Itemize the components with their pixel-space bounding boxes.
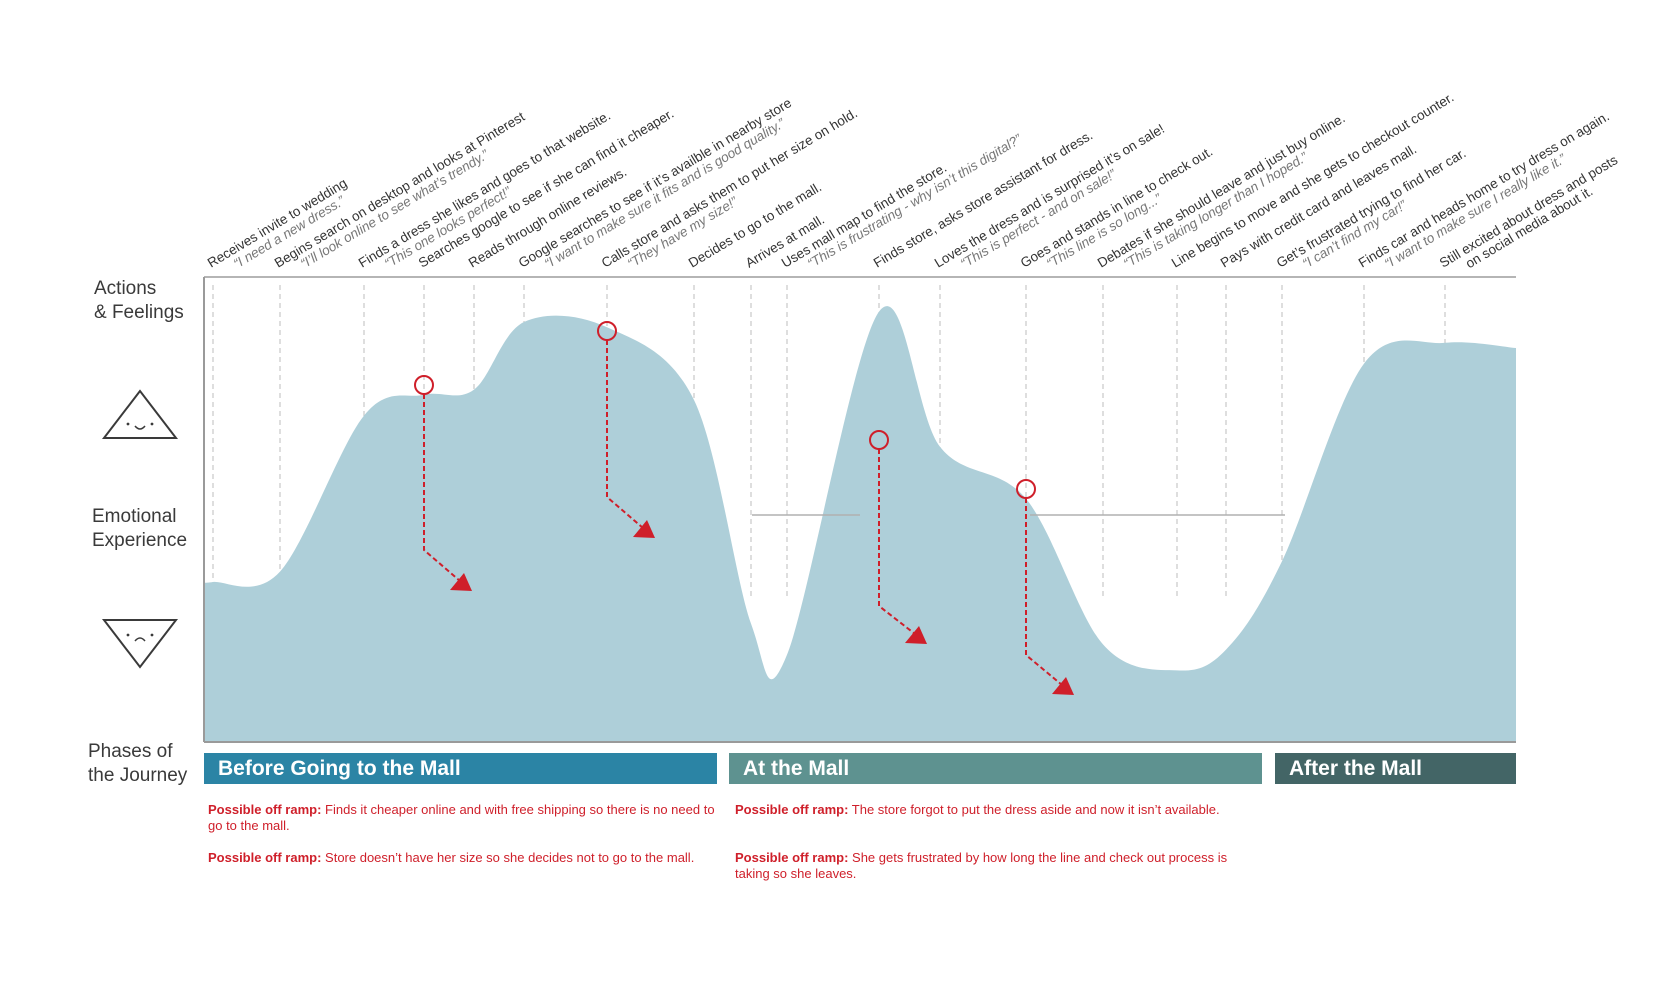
actions-label-line2: & Feelings: [94, 302, 184, 323]
step-labels: Receives invite to wedding“I need a new …: [205, 90, 1621, 272]
emotional-label-line2: Experience: [92, 530, 188, 551]
step-action-text: Uses mall map to find the store.: [779, 160, 949, 271]
off-ramp-text: The store forgot to put the dress aside …: [848, 802, 1220, 817]
off-ramp-arrowhead: [905, 626, 927, 644]
phases-label-line2: the Journey: [88, 765, 188, 786]
off-ramp-note: Possible off ramp: Finds it cheaper onli…: [208, 802, 718, 834]
phase-after-mall: After the Mall: [1275, 753, 1516, 784]
off-ramp-prefix: Possible off ramp:: [735, 850, 849, 865]
off-ramp-prefix: Possible off ramp:: [208, 802, 322, 817]
off-ramp-text: Store doesn’t have her size so she decid…: [321, 850, 695, 865]
off-ramp-dashed-line: [1025, 498, 1063, 686]
off-ramp-arrowhead: [633, 520, 655, 538]
emotional-experience-label: Emotional Experience: [92, 505, 187, 553]
off-ramp-arrowhead: [1052, 677, 1074, 695]
off-ramp-circle: [869, 430, 889, 450]
sad-triangle-icon: [101, 619, 179, 669]
emotional-curve-area: [204, 306, 1516, 742]
off-ramp-prefix: Possible off ramp:: [208, 850, 322, 865]
off-ramp-circle: [1016, 479, 1036, 499]
off-ramp-note: Possible off ramp: She gets frustrated b…: [735, 850, 1265, 882]
off-ramp-arrows: [414, 321, 1074, 695]
actions-label-line1: Actions: [94, 278, 157, 299]
off-ramp-text: She gets frustrated by how long the line…: [735, 850, 1228, 881]
off-ramp-circle: [414, 375, 434, 395]
off-ramp-note: Possible off ramp: Store doesn’t have he…: [208, 850, 718, 866]
emotional-label-line1: Emotional: [92, 506, 177, 527]
off-ramp-marker: [869, 430, 927, 644]
off-ramp-circle: [597, 321, 617, 341]
off-ramp-marker: [597, 321, 655, 538]
phases-label-line1: Phases of: [88, 741, 173, 762]
off-ramp-marker: [1016, 479, 1074, 695]
actions-feelings-label: Actions & Feelings: [94, 277, 184, 325]
phase-before-mall: Before Going to the Mall: [204, 753, 717, 784]
chart-frame: [203, 276, 1516, 743]
phase-at-mall: At the Mall: [729, 753, 1262, 784]
off-ramp-dashed-line: [878, 449, 916, 635]
off-ramp-arrowhead: [450, 573, 472, 591]
off-ramp-dashed-line: [606, 340, 644, 529]
happy-triangle-icon: [101, 389, 179, 439]
off-ramp-dashed-line: [423, 394, 461, 582]
phases-of-journey-label: Phases of the Journey: [88, 740, 187, 788]
off-ramp-note: Possible off ramp: The store forgot to p…: [735, 802, 1265, 818]
off-ramp-marker: [414, 375, 472, 591]
off-ramp-text: Finds it cheaper online and with free sh…: [208, 802, 715, 833]
off-ramp-prefix: Possible off ramp:: [735, 802, 849, 817]
